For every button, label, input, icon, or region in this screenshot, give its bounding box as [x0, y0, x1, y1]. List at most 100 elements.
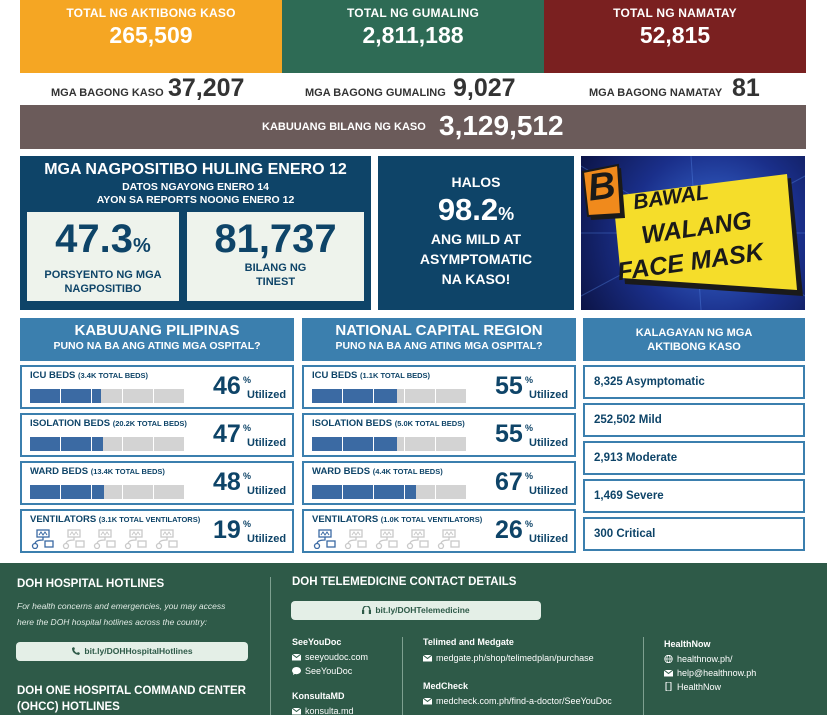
- kalagayan-item: 2,913 Moderate: [583, 441, 805, 475]
- utilization-bar: [343, 389, 373, 403]
- mild-line1: ANG MILD AT: [430, 231, 522, 247]
- ncr-panel-header: NATIONAL CAPITAL REGION PUNO NA BA ANG A…: [302, 318, 576, 361]
- ph-panel-header: KABUUANG PILIPINAS PUNO NA BA ANG ATING …: [20, 318, 294, 361]
- bed-row: VENTILATORS (3.1K TOTAL VENTILATORS) 19% U…: [20, 509, 294, 553]
- bed-type: WARD BEDS: [30, 466, 89, 477]
- total-cases-label: KABUUANG BILANG NG KASO: [262, 121, 426, 133]
- bed-row: VENTILATORS (1.0K TOTAL VENTILATORS) 26% U…: [302, 509, 576, 553]
- bed-label: VENTILATORS (3.1K TOTAL VENTILATORS): [30, 514, 200, 525]
- utilized-label: Utilized: [247, 533, 287, 545]
- bed-label: VENTILATORS (1.0K TOTAL VENTILATORS): [312, 514, 482, 525]
- utilized-label: Utilized: [529, 389, 569, 401]
- bed-total: (4.4K TOTAL BEDS): [372, 467, 443, 476]
- new-counts-row: MGA BAGONG KASO 37,207 MGA BAGONG GUMALI…: [20, 74, 806, 104]
- new-deaths-value: 81: [732, 74, 760, 102]
- bed-type: ICU BEDS: [30, 370, 76, 381]
- messenger-icon: [292, 667, 301, 675]
- bed-total: (3.1K TOTAL VENTILATORS): [98, 515, 201, 524]
- hotlines-title: DOH HOSPITAL HOTLINES: [17, 578, 165, 590]
- telemedicine-link[interactable]: bit.ly/DOHTelemedicine: [291, 601, 541, 620]
- utilization-bar: [92, 485, 122, 499]
- bed-type: ICU BEDS: [312, 370, 358, 381]
- utilization-bar: [312, 485, 342, 499]
- utilization-bar-fill: [30, 437, 60, 451]
- footer-divider-3: [643, 637, 644, 715]
- seeyoudoc-messenger[interactable]: SeeYouDoc: [292, 666, 352, 676]
- utilization-percent: 67%: [495, 468, 534, 496]
- bed-label: ISOLATION BEDS (5.0K TOTAL BEDS): [312, 418, 465, 429]
- utilization-bar: [312, 389, 342, 403]
- kalagayan-header: KALAGAYAN NG MGA AKTIBONG KASO: [583, 318, 805, 361]
- hotlines-desc2: here the DOH hospital hotlines across th…: [17, 617, 207, 627]
- tested-caption1: BILANG NG: [244, 262, 307, 274]
- utilization-bar: [436, 389, 466, 403]
- telimed-link[interactable]: medgate.ph/shop/telimedplan/purchase: [422, 653, 594, 663]
- positivity-rate-caption2: NAGPOSITIBO: [64, 283, 142, 295]
- bed-row: ICU BEDS (3.4K TOTAL BEDS) 46% Utilized: [20, 365, 294, 409]
- positivity-panel: MGA NAGPOSITIBO HULING ENERO 12 DATOS NG…: [20, 156, 371, 310]
- tested-value: 81,737: [214, 217, 337, 261]
- recovered-box: TOTAL NG GUMALING 2,811,188: [282, 0, 544, 73]
- positivity-sub1: DATOS NGAYONG ENERO 14: [122, 181, 269, 193]
- utilization-percent: 46%: [213, 372, 252, 400]
- utilization-bar: [123, 485, 153, 499]
- utilization-percent: 55%: [495, 420, 534, 448]
- bed-total: (1.1K TOTAL BEDS): [360, 371, 431, 380]
- face-mask-banner: B BAWAL WALANG FACE MASK: [581, 156, 805, 310]
- utilization-bar: [343, 437, 373, 451]
- footer-divider-2: [402, 637, 403, 715]
- utilization-bar: [436, 485, 466, 499]
- bed-type: VENTILATORS: [30, 514, 97, 525]
- utilization-bar: [436, 437, 466, 451]
- tested-card: 81,737 BILANG NG TINEST: [187, 212, 364, 301]
- mild-asymptomatic-panel: HALOS 98.2% ANG MILD AT ASYMPTOMATIC NA …: [378, 156, 574, 310]
- utilized-label: Utilized: [247, 437, 287, 449]
- kalagayan-item: 252,502 Mild: [583, 403, 805, 437]
- hotlines-link-text: bit.ly/DOHHospitalHotlines: [84, 646, 193, 656]
- kalagayan-item: 8,325 Asymptomatic: [583, 365, 805, 399]
- utilization-bar: [154, 389, 184, 403]
- face-mask-graphic: [581, 156, 805, 310]
- ohcc-title1: DOH ONE HOSPITAL COMMAND CENTER: [17, 685, 246, 697]
- utilized-label: Utilized: [529, 533, 569, 545]
- utilization-percent: 55%: [495, 372, 534, 400]
- utilization-bar-fill: [61, 389, 91, 403]
- healthnow-app[interactable]: HealthNow: [664, 681, 721, 692]
- bed-type: ISOLATION BEDS: [30, 418, 111, 429]
- tested-caption2: TINEST: [255, 276, 296, 288]
- utilization-bar: [30, 437, 60, 451]
- utilized-label: Utilized: [247, 485, 287, 497]
- utilization-bar: [61, 437, 91, 451]
- bed-row: ISOLATION BEDS (20.2K TOTAL BEDS) 47% Util…: [20, 413, 294, 457]
- utilization-percent: 26%: [495, 516, 534, 544]
- seeyoudoc-web[interactable]: seeyoudoc.com: [291, 652, 368, 662]
- new-recovered-value: 9,027: [453, 74, 516, 102]
- bed-total: (13.4K TOTAL BEDS): [90, 467, 165, 476]
- ohcc-title2: (OHCC) HOTLINES: [17, 701, 120, 713]
- utilization-bar-fill: [30, 485, 60, 499]
- utilization-bar-fill: [92, 437, 103, 451]
- ventilator-icon: [374, 529, 400, 550]
- konsulta-title: KonsultaMD: [292, 691, 345, 701]
- utilization-bar: [405, 389, 435, 403]
- konsulta-web[interactable]: konsulta.md: [291, 706, 354, 715]
- recovered-label: TOTAL NG GUMALING: [346, 6, 480, 20]
- active-cases-label: TOTAL NG AKTIBONG KASO: [66, 6, 236, 20]
- utilized-label: Utilized: [529, 437, 569, 449]
- total-cases-value: 3,129,512: [439, 110, 564, 141]
- bed-type: WARD BEDS: [312, 466, 371, 477]
- utilization-bar-fill: [92, 389, 101, 403]
- positivity-rate-card: 47.3% PORSYENTO NG MGA NAGPOSITIBO: [27, 212, 179, 301]
- deaths-box: TOTAL NG NAMATAY 52,815: [544, 0, 806, 73]
- new-deaths-label: MGA BAGONG NAMATAY: [589, 87, 723, 99]
- positivity-rate-value: 47.3%: [55, 217, 151, 261]
- healthnow-mail[interactable]: help@healthnow.ph: [663, 668, 756, 678]
- utilization-bar-fill: [30, 389, 60, 403]
- bed-label: WARD BEDS (13.4K TOTAL BEDS): [30, 466, 165, 477]
- healthnow-web[interactable]: healthnow.ph/: [664, 654, 733, 664]
- mild-percent-value: 98.2%: [437, 192, 515, 227]
- bed-total: (20.2K TOTAL BEDS): [112, 419, 187, 428]
- medcheck-link[interactable]: medcheck.com.ph/find-a-doctor/SeeYouDoc: [422, 696, 612, 706]
- kalagayan-item: 300 Critical: [583, 517, 805, 551]
- hotlines-link[interactable]: bit.ly/DOHHospitalHotlines: [16, 642, 248, 661]
